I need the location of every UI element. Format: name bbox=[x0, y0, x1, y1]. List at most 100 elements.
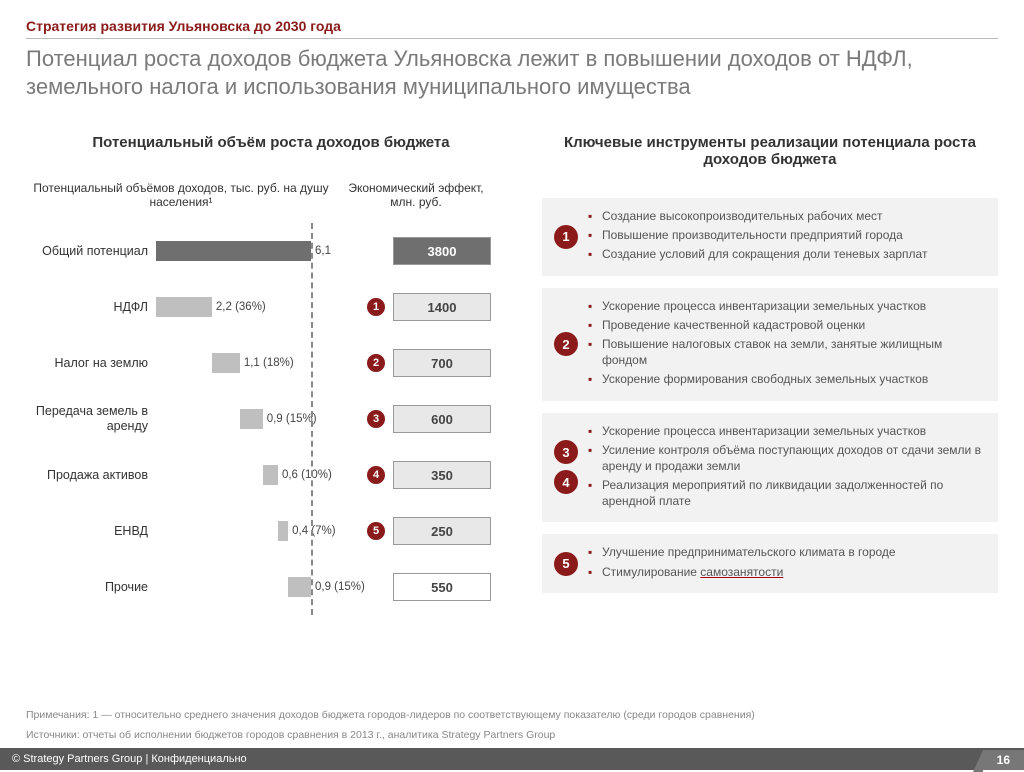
right-panel: Ключевые инструменты реализации потенциа… bbox=[542, 134, 998, 615]
chart-subheads: Потенциальный объёмов доходов, тыс. руб.… bbox=[26, 181, 516, 209]
instrument-badge: 2 bbox=[554, 332, 578, 356]
row-label: ЕНВД bbox=[26, 524, 156, 539]
bar: 0,4 (7%) bbox=[278, 521, 288, 541]
effect-box: 550 bbox=[393, 573, 491, 601]
bar-zone: 1,1 (18%) bbox=[156, 335, 321, 391]
copyright: © Strategy Partners Group | Конфиденциал… bbox=[12, 753, 247, 765]
chart-row: Продажа активов 0,6 (10%) 4 350 bbox=[26, 447, 516, 503]
instrument-item: Создание высокопроизводительных рабочих … bbox=[588, 208, 927, 224]
bar-value-label: 0,9 (15%) bbox=[263, 409, 317, 429]
instrument-badges: 1 bbox=[554, 208, 578, 266]
breadcrumb: Стратегия развития Ульяновска до 2030 го… bbox=[26, 18, 998, 39]
bar-zone: 6,1 bbox=[156, 223, 321, 279]
row-label: Прочие bbox=[26, 580, 156, 595]
chart-row: НДФЛ2,2 (36%)11400 bbox=[26, 279, 516, 335]
instrument-items: Ускорение процесса инвентаризации земель… bbox=[588, 298, 986, 391]
bar-value-label: 0,6 (10%) bbox=[278, 465, 332, 485]
effect-box: 600 bbox=[393, 405, 491, 433]
instrument-item: Повышение производительности предприятий… bbox=[588, 227, 927, 243]
instrument-block: 5 Улучшение предпринимательского климата … bbox=[542, 534, 998, 592]
row-label: НДФЛ bbox=[26, 300, 156, 315]
bar: 1,1 (18%) bbox=[212, 353, 240, 373]
instrument-item: Усиление контроля объёма поступающих дох… bbox=[588, 442, 986, 474]
bar: 0,9 (15%) bbox=[240, 409, 263, 429]
chart-row: ЕНВД 0,4 (7%) 5 250 bbox=[26, 503, 516, 559]
effect-zone: 3 600 bbox=[321, 405, 491, 433]
instrument-block: 34Ускорение процесса инвентаризации земе… bbox=[542, 413, 998, 523]
effect-zone: 4 350 bbox=[321, 461, 491, 489]
bar: 0,9 (15%) bbox=[288, 577, 311, 597]
footer-bar: © Strategy Partners Group | Конфиденциал… bbox=[0, 748, 1024, 770]
bar-zone: 0,4 (7%) bbox=[156, 503, 321, 559]
effect-zone: 2 700 bbox=[321, 349, 491, 377]
row-label: Передача земель в аренду bbox=[26, 404, 156, 434]
bar-zone: 2,2 (36%) bbox=[156, 279, 321, 335]
instrument-block: 1 Создание высокопроизводительных рабочих… bbox=[542, 198, 998, 276]
footnote-1: Примечания: 1 — относительно среднего зн… bbox=[0, 708, 1024, 728]
instrument-block: 2 Ускорение процесса инвентаризации земел… bbox=[542, 288, 998, 401]
row-label: Налог на землю bbox=[26, 356, 156, 371]
page-number: 16 bbox=[983, 750, 1024, 770]
slide: Стратегия развития Ульяновска до 2030 го… bbox=[0, 0, 1024, 770]
row-label: Продажа активов bbox=[26, 468, 156, 483]
bar-value-label: 0,9 (15%) bbox=[311, 577, 365, 597]
instrument-badges: 34 bbox=[554, 423, 578, 513]
effect-badge: 3 bbox=[367, 410, 385, 428]
effect-badge: 1 bbox=[367, 298, 385, 316]
instrument-item: Реализация мероприятий по ликвидации зад… bbox=[588, 477, 986, 509]
instrument-item: Ускорение формирования свободных земельн… bbox=[588, 371, 986, 387]
instrument-badge: 5 bbox=[554, 552, 578, 576]
footnote-2: Источники: отчеты об исполнении бюджетов… bbox=[0, 728, 1024, 748]
chart-row: Передача земель в аренду 0,9 (15%) 3 600 bbox=[26, 391, 516, 447]
right-title: Ключевые инструменты реализации потенциа… bbox=[542, 134, 998, 168]
subhead-effect: Экономический эффект, млн. руб. bbox=[336, 181, 496, 209]
effect-box: 1400 bbox=[393, 293, 491, 321]
chart-row: Прочие 0,9 (15%) 550 bbox=[26, 559, 516, 615]
instrument-items: Улучшение предпринимательского климата в… bbox=[588, 544, 896, 582]
instrument-item: Ускорение процесса инвентаризации земель… bbox=[588, 423, 986, 439]
left-panel: Потенциальный объём роста доходов бюджет… bbox=[26, 134, 516, 615]
instrument-items: Ускорение процесса инвентаризации земель… bbox=[588, 423, 986, 513]
bar: 0,6 (10%) bbox=[263, 465, 278, 485]
instrument-badges: 2 bbox=[554, 298, 578, 391]
subhead-volume: Потенциальный объёмов доходов, тыс. руб.… bbox=[26, 181, 336, 209]
effect-box: 350 bbox=[393, 461, 491, 489]
effect-badge: 4 bbox=[367, 466, 385, 484]
effect-zone: 1 1400 bbox=[321, 293, 491, 321]
instrument-badges: 5 bbox=[554, 544, 578, 582]
chart-rows: Общий потенциал6,13800НДФЛ2,2 (36%)11400… bbox=[26, 223, 516, 615]
left-title: Потенциальный объём роста доходов бюджет… bbox=[26, 134, 516, 151]
bar-value-label: 6,1 bbox=[311, 241, 331, 261]
instrument-badge: 1 bbox=[554, 225, 578, 249]
instrument-items: Создание высокопроизводительных рабочих … bbox=[588, 208, 927, 266]
effect-box: 700 bbox=[393, 349, 491, 377]
instrument-badge: 3 bbox=[554, 440, 578, 464]
effect-zone: 3800 bbox=[321, 237, 491, 265]
bar-zone: 0,9 (15%) bbox=[156, 559, 321, 615]
instrument-item: Ускорение процесса инвентаризации земель… bbox=[588, 298, 986, 314]
chart-row: Общий потенциал6,13800 bbox=[26, 223, 516, 279]
content-columns: Потенциальный объём роста доходов бюджет… bbox=[26, 134, 998, 615]
instrument-item: Улучшение предпринимательского климата в… bbox=[588, 544, 896, 560]
effect-box: 250 bbox=[393, 517, 491, 545]
instrument-item: Проведение качественной кадастровой оцен… bbox=[588, 317, 986, 333]
chart-row: Налог на землю 1,1 (18%) 2 700 bbox=[26, 335, 516, 391]
effect-zone: 5 250 bbox=[321, 517, 491, 545]
bar: 6,1 bbox=[156, 241, 311, 261]
bar-zone: 0,9 (15%) bbox=[156, 391, 321, 447]
bar-value-label: 1,1 (18%) bbox=[240, 353, 294, 373]
instruments-list: 1 Создание высокопроизводительных рабочих… bbox=[542, 198, 998, 593]
instrument-item: Стимулирование самозанятости bbox=[588, 564, 896, 580]
effect-badge: 2 bbox=[367, 354, 385, 372]
bar-value-label: 2,2 (36%) bbox=[212, 297, 266, 317]
page-title: Потенциал роста доходов бюджета Ульяновс… bbox=[26, 45, 998, 100]
instrument-item: Повышение налоговых ставок на земли, зан… bbox=[588, 336, 986, 368]
bar-zone: 0,6 (10%) bbox=[156, 447, 321, 503]
effect-box: 3800 bbox=[393, 237, 491, 265]
footer: Примечания: 1 — относительно среднего зн… bbox=[0, 708, 1024, 770]
bar: 2,2 (36%) bbox=[156, 297, 212, 317]
effect-badge: 5 bbox=[367, 522, 385, 540]
row-label: Общий потенциал bbox=[26, 244, 156, 259]
instrument-item: Создание условий для сокращения доли тен… bbox=[588, 246, 927, 262]
instrument-badge: 4 bbox=[554, 470, 578, 494]
